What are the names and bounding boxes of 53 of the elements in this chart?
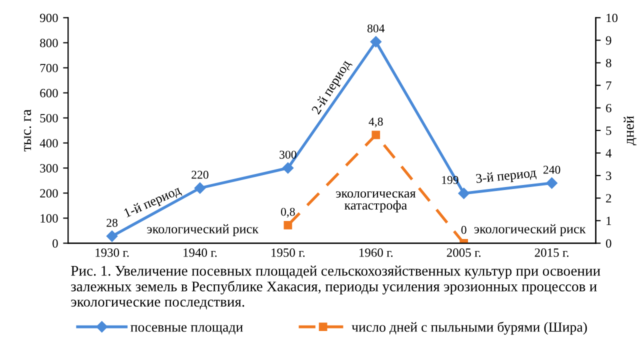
y2-tick-label: 2 (606, 194, 612, 202)
point (282, 162, 294, 174)
point (106, 230, 118, 242)
legend-label: число дней с пыльными бурями (Шира) (352, 322, 587, 335)
y2-tick-label: 3 (606, 172, 612, 180)
x-tick-label: 1930 г. (96, 248, 129, 257)
y2-tick-label: 6 (606, 104, 612, 112)
data-label: 4,8 (368, 118, 383, 128)
data-label: 0 (461, 226, 466, 234)
y2-tick-label: 10 (606, 14, 618, 22)
annotation: экологический риск (474, 224, 586, 236)
y-tick-label: 100 (40, 214, 58, 223)
point (546, 177, 558, 189)
y-tick-label: 400 (40, 139, 58, 148)
annotation: экологическая катастрофа (336, 191, 416, 212)
y2-tick-label: 0 (606, 239, 612, 248)
y-tick-label: 0 (52, 239, 58, 248)
y2-tick-label: 4 (606, 149, 612, 158)
point (370, 36, 382, 48)
text: Рис. 1. Увеличение посевных площадей сельскохозяйственных культур при освоении залежных земель в Республике Хакасия, периоды усиления эрозионных процессов и экологические последствия. (71, 266, 600, 310)
y-axis-title: тыс. га (24, 109, 32, 152)
y-tick-label: 900 (40, 14, 58, 22)
data-label: 804 (367, 24, 385, 32)
y-tick-label: 200 (40, 189, 58, 198)
y2-tick-label: 8 (606, 58, 612, 68)
y-tick-label: 300 (40, 164, 58, 172)
legend-label: посевные площади (130, 325, 243, 335)
y-tick-label: 600 (40, 88, 58, 98)
annotation: экологический риск (147, 224, 259, 236)
x-tick-label: 1950 г. (272, 248, 305, 257)
y-tick-label: 500 (40, 114, 58, 122)
y-tick-label: 800 (40, 38, 58, 48)
data-label: 300 (280, 150, 296, 159)
point (194, 182, 206, 194)
point (284, 220, 292, 230)
y2-tick-label: 1 (606, 216, 611, 225)
data-label: 0,8 (281, 208, 295, 218)
x-tick-label: 2005 г. (446, 248, 481, 257)
y-tick-label: 700 (40, 64, 58, 72)
y2-tick-label: 7 (606, 82, 612, 90)
y2-tick-label: 5 (606, 126, 612, 135)
annotation: 3-й период (476, 168, 537, 186)
data-label: 220 (192, 170, 208, 179)
x-tick-label: 1960 г. (360, 248, 393, 257)
x-tick-label: 2015 г. (534, 248, 568, 257)
y2-tick-label: 9 (606, 36, 612, 45)
x-tick-label: 1940 г. (184, 248, 217, 257)
data-label: 240 (543, 166, 560, 174)
point (458, 188, 470, 199)
point (372, 130, 380, 140)
y2-axis-title: дней (624, 116, 636, 146)
data-label: 28 (106, 218, 118, 227)
annotation: 1-й период (123, 185, 182, 220)
